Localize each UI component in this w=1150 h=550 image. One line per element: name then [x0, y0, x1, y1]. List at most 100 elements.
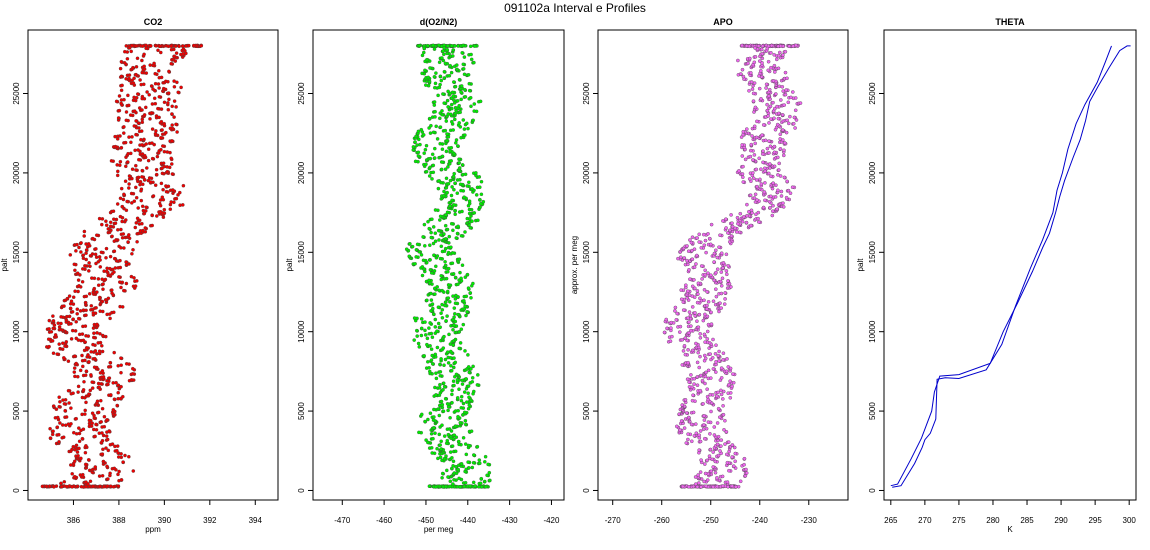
data-point [89, 373, 93, 377]
data-point [778, 147, 783, 151]
data-point [169, 61, 173, 66]
data-point [129, 191, 134, 196]
data-point [433, 81, 438, 86]
data-point [81, 388, 86, 392]
data-point [782, 175, 787, 180]
data-point [465, 216, 470, 221]
data-point [466, 286, 471, 290]
data-point [412, 316, 417, 320]
data-point [438, 116, 442, 121]
data-point [464, 294, 469, 299]
data-point [744, 220, 749, 225]
data-point [413, 140, 417, 144]
data-point [715, 421, 720, 425]
data-point [114, 238, 118, 242]
data-point [769, 194, 773, 199]
data-point [181, 203, 185, 207]
data-point [63, 408, 67, 413]
panel-theta: 265 270 275 280 285 290 295 3000500010000150002… [856, 17, 1137, 534]
data-point [683, 352, 688, 357]
data-point [180, 44, 185, 48]
data-point [744, 44, 749, 48]
data-point [681, 349, 686, 353]
data-point [178, 190, 182, 195]
data-point [134, 65, 139, 69]
data-point [426, 417, 430, 422]
data-point [741, 129, 746, 134]
data-point [688, 277, 692, 281]
data-point [703, 436, 707, 441]
data-point [428, 344, 432, 348]
data-point [112, 256, 117, 261]
data-point [733, 451, 738, 456]
data-point [435, 446, 439, 451]
data-point [430, 335, 435, 339]
data-point [433, 292, 437, 296]
data-point [132, 76, 136, 81]
data-point [453, 44, 457, 48]
data-point [741, 164, 745, 169]
data-point [51, 429, 55, 433]
data-point [144, 205, 148, 209]
data-point [686, 432, 690, 436]
data-point [722, 428, 726, 432]
y-tick-label: 25000 [12, 82, 21, 105]
data-point [466, 460, 470, 464]
data-point [747, 89, 751, 93]
data-point [91, 342, 95, 347]
data-point [450, 400, 454, 405]
data-point [770, 213, 775, 218]
data-point [772, 63, 777, 68]
data-point [483, 460, 487, 464]
data-point [433, 109, 437, 114]
data-point [718, 449, 722, 453]
data-point [703, 340, 707, 344]
data-point [52, 485, 56, 489]
data-point [433, 352, 438, 357]
data-point [681, 484, 685, 489]
data-point [459, 84, 464, 88]
data-point [174, 105, 178, 109]
data-point [92, 365, 97, 369]
data-point [729, 285, 733, 289]
data-point [450, 198, 454, 203]
data-point [140, 108, 144, 112]
data-point [160, 171, 165, 176]
data-point [157, 201, 162, 206]
data-point [460, 51, 464, 55]
data-point [435, 254, 440, 258]
data-point [705, 314, 710, 319]
data-point [443, 237, 448, 241]
data-point [442, 52, 446, 57]
data-point [753, 192, 758, 197]
data-point [431, 130, 436, 135]
data-point [449, 368, 454, 373]
data-point [710, 356, 715, 360]
data-point [445, 47, 449, 52]
data-point [415, 242, 420, 247]
data-point [104, 223, 109, 227]
data-point [162, 121, 166, 126]
data-point [709, 322, 714, 326]
data-point [759, 167, 763, 171]
data-point [104, 246, 109, 251]
data-point [745, 202, 749, 207]
data-point [441, 409, 446, 413]
data-point [445, 132, 449, 136]
data-point [77, 245, 81, 250]
data-point [772, 116, 776, 121]
y-tick-label: 15000 [12, 241, 21, 264]
data-point [695, 289, 700, 293]
data-point [450, 185, 454, 189]
data-point [140, 58, 144, 63]
data-point [451, 294, 455, 298]
data-point [682, 344, 687, 348]
data-point [108, 220, 113, 225]
data-point [707, 236, 712, 241]
data-point [771, 100, 775, 105]
data-point [703, 312, 707, 317]
data-point [472, 211, 477, 215]
data-point [692, 247, 697, 251]
data-point [767, 151, 771, 155]
